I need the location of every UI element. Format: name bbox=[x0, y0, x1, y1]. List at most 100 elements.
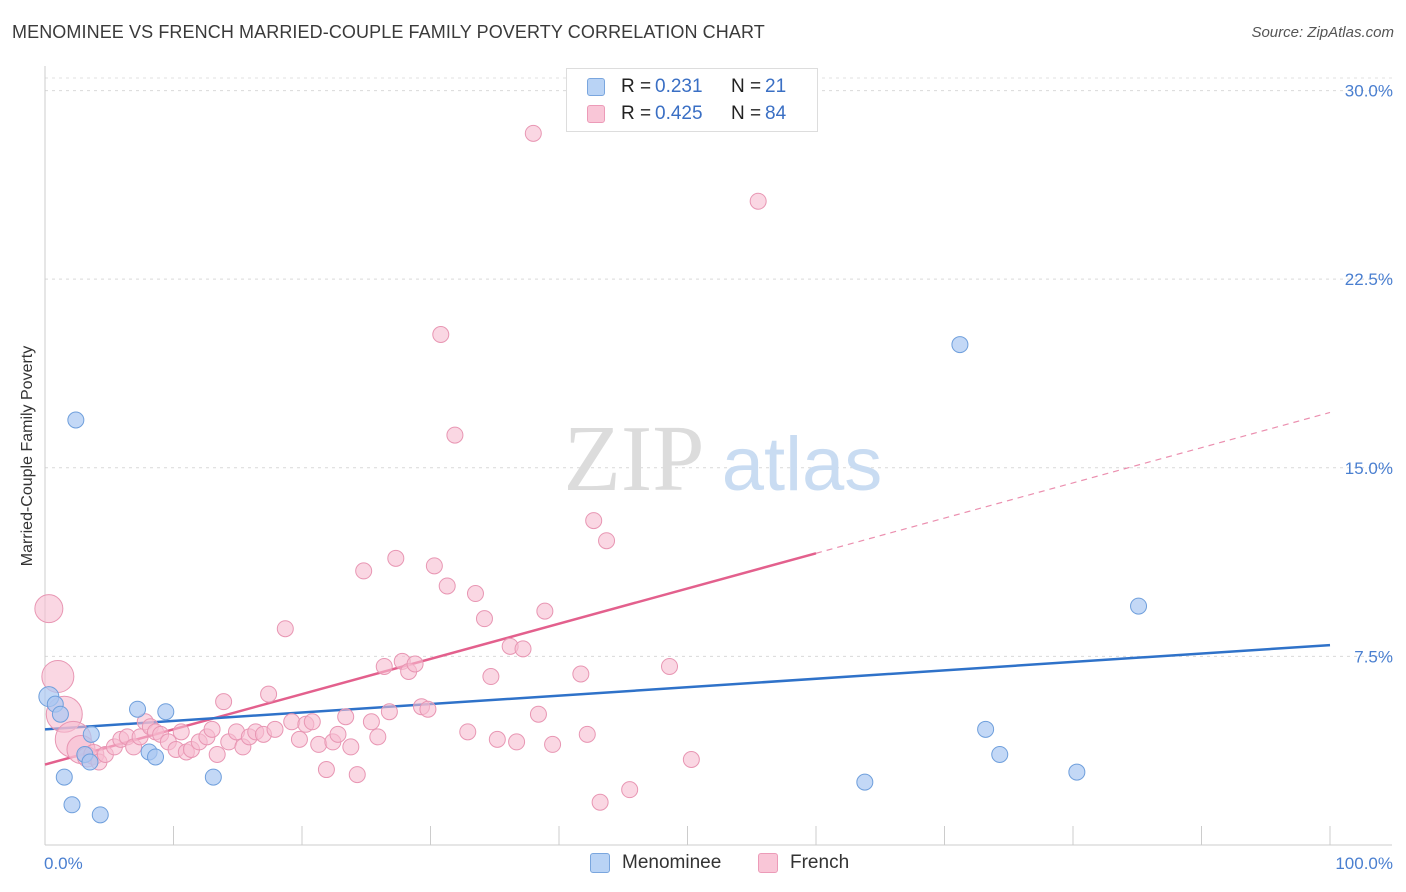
menominee-point bbox=[129, 700, 147, 718]
french-point bbox=[544, 735, 562, 753]
watermark-zip: ZIP bbox=[564, 407, 705, 511]
french-point bbox=[208, 745, 226, 763]
grid-lines bbox=[45, 77, 1392, 657]
french-point bbox=[387, 549, 405, 567]
menominee-point bbox=[63, 796, 81, 814]
menominee-point bbox=[81, 753, 99, 771]
french-point bbox=[536, 602, 554, 620]
french-point bbox=[508, 733, 526, 751]
french-point bbox=[488, 730, 506, 748]
french-point bbox=[283, 713, 301, 731]
french-point bbox=[406, 655, 424, 673]
french-point bbox=[432, 326, 450, 344]
french-point bbox=[380, 703, 398, 721]
french-point bbox=[572, 665, 590, 683]
french-point bbox=[524, 124, 542, 142]
tick-labels: 7.5% 15.0% 22.5% 30.0% 0.0% 100.0% bbox=[44, 82, 1393, 873]
menominee-point bbox=[856, 773, 874, 791]
x-tick-label: 100.0% bbox=[1335, 854, 1393, 873]
french-point bbox=[749, 192, 767, 210]
french-point bbox=[661, 657, 679, 675]
menominee-point bbox=[1068, 763, 1086, 781]
y-tick-label: 22.5% bbox=[1345, 270, 1393, 289]
french-point bbox=[266, 720, 284, 738]
french-point bbox=[355, 562, 373, 580]
watermark-atlas: atlas bbox=[722, 422, 883, 507]
french-point bbox=[342, 738, 360, 756]
menominee-point bbox=[1130, 597, 1148, 615]
french-point bbox=[585, 512, 603, 530]
french-point bbox=[482, 668, 500, 686]
menominee-point bbox=[951, 336, 969, 354]
french-point bbox=[34, 594, 64, 624]
y-tick-label: 30.0% bbox=[1345, 82, 1393, 101]
french-swatch bbox=[587, 105, 605, 123]
menominee-point bbox=[55, 768, 73, 786]
french-point bbox=[475, 610, 493, 628]
legend-n-value: 84 bbox=[765, 103, 787, 124]
french-point bbox=[425, 557, 443, 575]
french-point bbox=[591, 793, 609, 811]
french-point bbox=[446, 426, 464, 444]
french-swatch bbox=[758, 853, 778, 873]
x-tick-label: 0.0% bbox=[44, 854, 83, 873]
legend-n-label: N = bbox=[731, 103, 762, 124]
y-tick-label: 15.0% bbox=[1345, 459, 1393, 478]
french-point bbox=[682, 750, 700, 768]
correlation-legend: R = 0.231 N = 21 R = 0.425 N = 84 bbox=[566, 68, 818, 132]
series-legend: Menominee French bbox=[0, 852, 1406, 878]
legend-row-menominee: R = 0.231 N = 21 bbox=[587, 75, 786, 99]
menominee-point bbox=[157, 703, 175, 721]
french-point bbox=[598, 532, 616, 550]
axes bbox=[44, 66, 1392, 846]
menominee-point bbox=[91, 806, 109, 824]
french-point bbox=[215, 693, 233, 711]
y-tick-label: 7.5% bbox=[1354, 647, 1393, 666]
legend-n-label: N = bbox=[731, 76, 762, 97]
french-point bbox=[317, 761, 335, 779]
legend-label-french: French bbox=[790, 852, 850, 873]
menominee-point bbox=[147, 748, 165, 766]
menominee-point bbox=[204, 768, 222, 786]
french-point bbox=[419, 700, 437, 718]
french-point bbox=[621, 781, 639, 799]
french-point bbox=[260, 685, 278, 703]
legend-n-value: 21 bbox=[765, 76, 787, 97]
french-point bbox=[438, 577, 456, 595]
menominee-trend-line bbox=[44, 643, 1331, 731]
french-point bbox=[303, 713, 321, 731]
french-point bbox=[362, 713, 380, 731]
french-point bbox=[514, 640, 532, 658]
legend-label-menominee: Menominee bbox=[622, 852, 722, 873]
legend-r-value: 0.425 bbox=[655, 103, 703, 124]
legend-r-value: 0.231 bbox=[655, 76, 703, 97]
legend-r-label: R = bbox=[621, 76, 652, 97]
menominee-point bbox=[991, 745, 1009, 763]
french-point bbox=[369, 728, 387, 746]
french-point bbox=[375, 657, 393, 675]
french-point bbox=[310, 735, 328, 753]
french-point bbox=[131, 728, 149, 746]
menominee-point bbox=[977, 720, 995, 738]
french-point bbox=[459, 723, 477, 741]
legend-item-french: French bbox=[758, 852, 849, 874]
french-point bbox=[172, 723, 190, 741]
menominee-point bbox=[67, 411, 85, 429]
french-point bbox=[337, 708, 355, 726]
menominee-point bbox=[82, 725, 100, 743]
french-point bbox=[466, 585, 484, 603]
french-trend-extension bbox=[815, 411, 1331, 554]
data-points bbox=[34, 124, 1148, 824]
french-point bbox=[348, 766, 366, 784]
menominee-point bbox=[51, 705, 69, 723]
legend-r-label: R = bbox=[621, 103, 652, 124]
french-point bbox=[329, 725, 347, 743]
french-point bbox=[290, 730, 308, 748]
french-point bbox=[276, 620, 294, 638]
legend-row-french: R = 0.425 N = 84 bbox=[587, 102, 786, 126]
source-label: Source: ZipAtlas.com bbox=[1251, 24, 1394, 41]
french-point bbox=[203, 720, 221, 738]
chart-title: MENOMINEE VS FRENCH MARRIED-COUPLE FAMIL… bbox=[12, 22, 765, 42]
french-point bbox=[578, 725, 596, 743]
